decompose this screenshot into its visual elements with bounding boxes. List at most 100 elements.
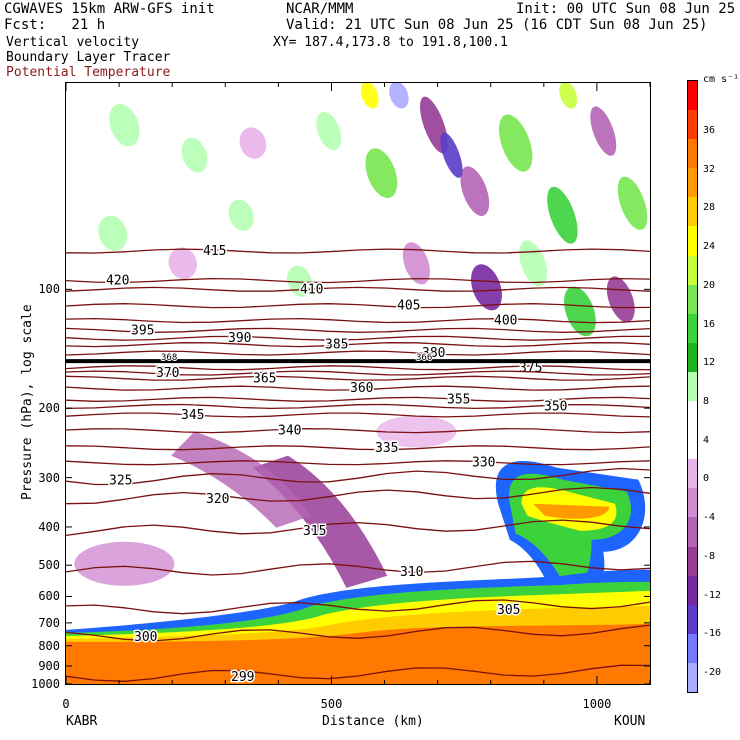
theta-contour-310: [66, 560, 650, 576]
theta-contour-315: [66, 519, 650, 537]
colorbar-label--8: -8: [703, 550, 716, 562]
left-station-label: KABR: [66, 714, 98, 729]
w-blob-18: [98, 215, 128, 251]
cross-section-coords: XY= 187.4,173.8 to 191.8,100.1: [273, 35, 508, 50]
theta-label-300: 300: [134, 630, 157, 645]
tropopause-label-0: 368: [161, 353, 177, 363]
field-vertical-velocity: Vertical velocity: [6, 35, 140, 50]
colorbar-label-8: 8: [703, 396, 710, 407]
theta-label-380: 380: [422, 346, 445, 361]
field-potential-temperature: Potential Temperature: [6, 65, 171, 80]
colorbar-segment-12: [688, 430, 697, 460]
theta-label-405: 405: [397, 299, 420, 314]
w-blob-17: [168, 247, 198, 280]
theta-label-355: 355: [447, 392, 470, 407]
theta-label-395: 395: [131, 323, 154, 338]
theta-label-400: 400: [494, 314, 517, 329]
tropopause-line: [66, 359, 650, 364]
colorbar-segment-15: [688, 517, 697, 548]
colorbar-segment-20: [688, 662, 697, 693]
colorbar-label-16: 16: [703, 318, 716, 330]
colorbar-label-24: 24: [703, 241, 716, 253]
theta-contour-320: [66, 486, 650, 505]
theta-contour-380: [66, 350, 650, 356]
tropopause-label-1: 366: [416, 353, 432, 363]
colorbar-label--12: -12: [703, 589, 722, 601]
theta-label-320: 320: [206, 492, 229, 507]
w-blob-1: [181, 137, 208, 173]
theta-label-360: 360: [350, 381, 373, 396]
w-blob-12: [470, 264, 502, 311]
theta-contour-375: [66, 365, 650, 371]
theta-contour-299: [66, 664, 650, 682]
colorbar-segment-1: [688, 110, 697, 140]
colorbar-label--16: -16: [703, 628, 722, 640]
colorbar-label-12: 12: [703, 357, 716, 369]
init-time: Init: 00 UTC Sun 08 Jun 25: [516, 1, 736, 17]
downdraft-band-2: [171, 431, 312, 528]
colorbar-label-28: 28: [703, 202, 716, 214]
x-tick-label-1000: 1000: [582, 697, 612, 711]
theta-contour-405: [66, 303, 650, 309]
theta-contour-365: [66, 375, 650, 381]
downdraft-blob-mid: [376, 415, 457, 448]
colorbar-label-32: 32: [703, 163, 716, 175]
colorbar-unit: cm s⁻¹: [703, 74, 740, 85]
theta-label-325: 325: [109, 473, 132, 488]
theta-label-370: 370: [156, 366, 179, 381]
colorbar-label-36: 36: [703, 125, 716, 136]
colorbar-segment-13: [688, 459, 697, 489]
theta-contour-300: [66, 624, 650, 642]
field-boundary-layer-tracer: Boundary Layer Tracer: [6, 50, 171, 65]
w-blob-7: [498, 114, 533, 172]
w-blob-3: [316, 111, 342, 151]
theta-label-410: 410: [300, 282, 323, 297]
y-tick-label-300: 300: [38, 470, 60, 485]
w-blob-2: [239, 127, 267, 159]
x-axis-title: Distance (km): [322, 714, 424, 729]
colorbar-segment-10: [688, 371, 697, 402]
x-tick-label-0: 0: [62, 697, 70, 711]
model-title: CGWAVES 15km ARW-GFS init: [4, 1, 215, 17]
theta-contour-395: [66, 327, 650, 333]
forecast-hour: Fcst: 21 h: [4, 17, 106, 33]
w-blob-21: [389, 83, 409, 109]
colorbar-label--20: -20: [703, 667, 722, 678]
theta-contour-305: [66, 599, 650, 615]
theta-contour-355: [66, 396, 650, 402]
y-tick-label-600: 600: [38, 589, 60, 604]
theta-contour-370: [66, 370, 650, 376]
colorbar-label-0: 0: [703, 473, 710, 485]
w-blob-22: [360, 83, 379, 109]
w-blob-10: [617, 176, 648, 230]
valid-time: Valid: 21 UTC Sun 08 Jun 25 (16 CDT Sun …: [286, 17, 708, 33]
y-tick-label-900: 900: [38, 658, 60, 673]
colorbar-segment-16: [688, 546, 697, 577]
colorbar-segment-19: [688, 633, 697, 664]
downdraft-blob-left: [74, 541, 175, 586]
y-tick-label-400: 400: [38, 519, 60, 534]
colorbar-segment-4: [688, 197, 697, 227]
theta-contour-330: [66, 460, 650, 466]
colorbar-segment-9: [688, 342, 697, 373]
x-tick-label-500: 500: [320, 697, 343, 711]
theta-label-345: 345: [181, 408, 204, 423]
theta-contour-340: [66, 428, 650, 434]
colorbar-segment-3: [688, 168, 697, 198]
colorbar-label-4: 4: [703, 434, 710, 446]
y-tick-label-800: 800: [38, 638, 60, 653]
y-tick-label-200: 200: [38, 401, 60, 416]
y-tick-label-1000: 1000: [31, 677, 60, 691]
colorbar-segment-6: [688, 255, 697, 286]
w-blob-4: [365, 148, 398, 199]
colorbar-segment-2: [688, 139, 697, 169]
colorbar-segment-11: [688, 401, 697, 431]
theta-contour-385: [66, 342, 650, 348]
theta-label-299: 299: [231, 670, 254, 684]
cross-section-plot: 420 415 410 405 400 395 390 385 380 375 370 365 360 3…: [65, 82, 651, 685]
colorbar-segment-17: [688, 575, 697, 606]
theta-label-335: 335: [375, 441, 398, 456]
theta-label-305: 305: [497, 603, 520, 618]
colorbar-label-20: 20: [703, 279, 716, 291]
